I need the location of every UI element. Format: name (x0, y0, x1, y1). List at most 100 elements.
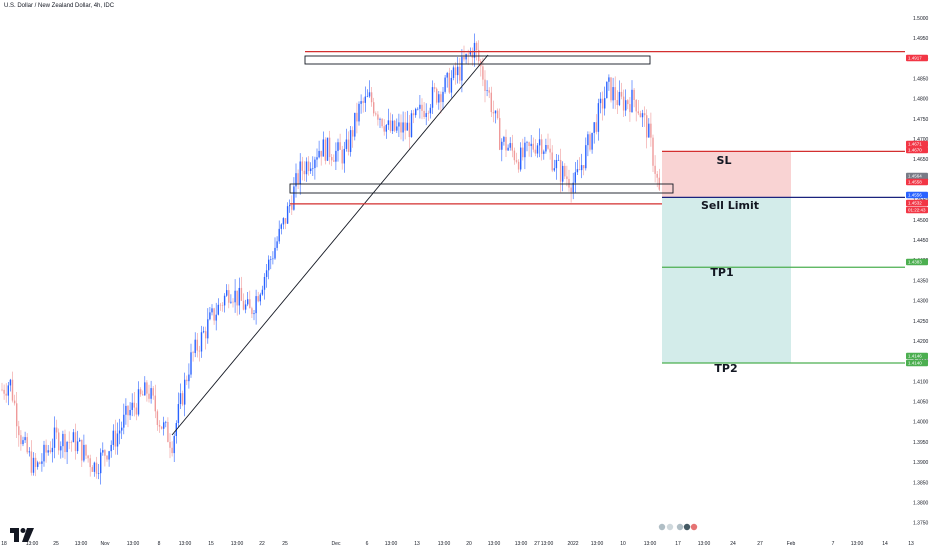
event-icon (676, 523, 684, 531)
candle-body (436, 88, 438, 103)
candle-body (270, 259, 272, 260)
candle-body (137, 389, 140, 415)
time-tick-label: 13:00 (75, 541, 88, 547)
candle-body (622, 96, 625, 111)
overlays-group (171, 54, 791, 436)
candle-body (301, 161, 303, 171)
candle-body (520, 147, 522, 170)
candle-body (278, 228, 280, 242)
candle-body (144, 382, 146, 396)
candle-body (232, 301, 234, 303)
candle-body (139, 389, 142, 395)
candle-body (177, 404, 180, 424)
candle-body (601, 98, 604, 109)
candle-body (240, 287, 243, 301)
candle-body (618, 91, 621, 106)
candle-body (171, 447, 173, 454)
price-tick-label: 1.4250 (913, 319, 929, 325)
chart-title: U.S. Dollar / New Zealand Dollar, 4h, ID… (4, 3, 115, 9)
candle-body (553, 168, 555, 171)
candle-body (423, 110, 425, 118)
candle-body (55, 427, 58, 433)
candle-body (400, 122, 402, 133)
event-icon (690, 523, 698, 531)
candle-body (30, 451, 33, 473)
candle-body (188, 374, 190, 382)
candle-body (444, 77, 446, 92)
candle-body (509, 143, 511, 148)
candle-body (215, 314, 217, 321)
candle-body (24, 437, 26, 441)
time-tick-label: 18 (1, 541, 7, 547)
candle-body (421, 104, 423, 111)
candle-body (568, 178, 570, 188)
candle-body (442, 91, 444, 103)
candle-body (165, 422, 167, 423)
price-tag (906, 258, 928, 266)
candle-body (328, 137, 331, 158)
candle-body (223, 295, 226, 306)
candle-body (179, 393, 182, 405)
candle-body (629, 104, 631, 113)
time-tick-label: 13 (908, 541, 914, 547)
candle-body (557, 159, 560, 161)
candle-body (486, 90, 488, 91)
candle-body (160, 426, 163, 429)
candle-body (121, 427, 123, 431)
candle-body (112, 430, 114, 445)
candle-body (648, 123, 650, 138)
candle-body (417, 108, 419, 110)
candle-body (526, 142, 528, 143)
candle-body (349, 130, 352, 152)
candle-body (74, 432, 77, 452)
candle-body (551, 152, 553, 171)
candle-body (335, 150, 337, 162)
price-tag-label: 1.4671 (908, 142, 922, 147)
candle-body (108, 451, 110, 460)
candle-body (545, 144, 547, 152)
candle-body (347, 139, 350, 152)
candle-body (272, 258, 274, 260)
candle-body (28, 451, 30, 453)
candle-body (228, 290, 230, 303)
price-tick-label: 1.4000 (913, 420, 929, 426)
candle-body (448, 72, 450, 93)
tradingview-logo (10, 528, 34, 542)
candle-body (499, 118, 501, 150)
candle-body (89, 458, 91, 468)
candle-body (377, 114, 379, 120)
price-tick-label: 1.4050 (913, 400, 929, 406)
time-tick-label: Nov (101, 541, 110, 547)
candle-body (9, 379, 12, 386)
candle-body (501, 141, 503, 150)
candle-body (471, 51, 474, 58)
candle-body (593, 122, 595, 133)
candle-body (354, 112, 356, 137)
price-tag (906, 140, 928, 148)
candle-body (186, 379, 188, 382)
candle-body (429, 107, 432, 114)
candle-body (152, 388, 154, 396)
candle-body (148, 393, 150, 399)
price-tag (906, 191, 928, 199)
candle-body (364, 96, 366, 103)
candle-body (247, 299, 249, 305)
candle-body (379, 118, 381, 120)
candle-body (440, 94, 442, 103)
trend-line (171, 54, 489, 436)
candle-body (146, 382, 148, 394)
candle-body (289, 204, 291, 207)
time-tick-label: 24 (730, 541, 736, 547)
price-tag (906, 54, 928, 62)
candle-body (650, 123, 652, 138)
time-tick-label: 14 (882, 541, 888, 547)
candle-body (528, 142, 530, 147)
levels-group (290, 50, 905, 364)
event-icon (683, 523, 691, 531)
top-range-box (304, 55, 651, 65)
candle-body (610, 77, 612, 101)
candle-body (297, 173, 299, 185)
candle-body (20, 435, 22, 445)
candle-body (433, 87, 436, 89)
